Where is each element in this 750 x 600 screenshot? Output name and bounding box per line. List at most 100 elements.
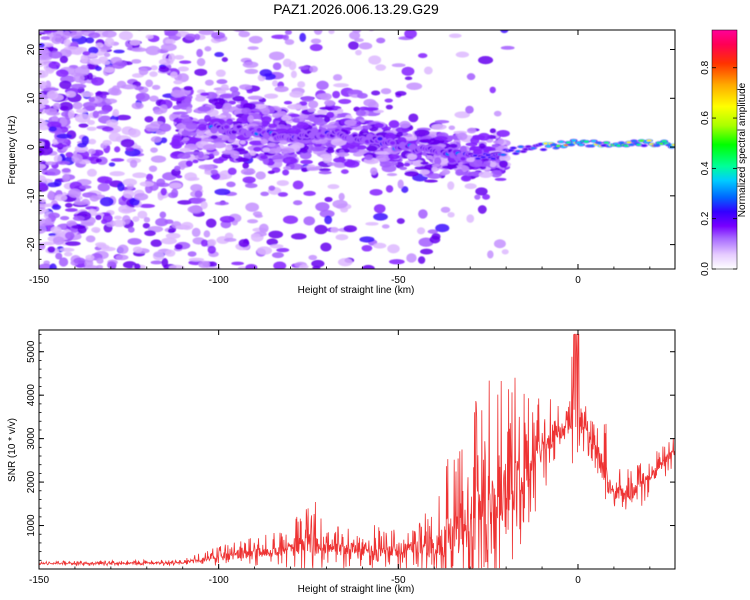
heat-blob [197, 123, 207, 131]
ridge-core [638, 139, 645, 142]
heat-blob [222, 107, 231, 114]
heat-blob [75, 46, 88, 53]
heat-blob [176, 103, 188, 108]
ridge-core [500, 153, 506, 156]
heat-blob [203, 230, 211, 238]
ridge-core [377, 136, 383, 141]
heat-blob [221, 135, 229, 141]
snr-x-axis: -150 -100 -50 0 [29, 330, 651, 586]
heat-blob [330, 138, 347, 146]
heat-blob [190, 198, 204, 205]
heat-blob [205, 218, 217, 228]
heat-blob [253, 146, 262, 152]
heat-blob [64, 231, 75, 240]
ridge-core [520, 150, 526, 153]
heat-blob [74, 113, 91, 123]
heat-blob [85, 37, 95, 44]
heat-blob [45, 161, 57, 166]
heat-blob [391, 63, 406, 68]
heat-blob [276, 146, 283, 153]
heat-blob [173, 80, 183, 85]
heat-blob [423, 66, 433, 75]
colorbar: 0.0 0.2 0.4 0.6 0.8 Normalized spectral ampl… [700, 29, 748, 276]
heat-blob [39, 148, 45, 157]
heat-blob [308, 100, 319, 109]
heat-blob [169, 182, 182, 189]
ridge-core [591, 139, 597, 143]
figure-title: PAZ1.2026.006.13.29.G29 [273, 1, 439, 17]
heat-blob [478, 56, 494, 65]
heat-blob [419, 169, 430, 175]
heat-blob [368, 30, 375, 32]
heat-blob [103, 52, 111, 58]
heat-blob [343, 225, 357, 233]
ridge-core [545, 145, 552, 148]
heat-blob [272, 80, 279, 87]
heat-blob [489, 128, 497, 134]
heat-blob [177, 153, 191, 159]
heat-blob [277, 111, 287, 117]
heat-blob [104, 98, 118, 104]
heat-blob [202, 144, 217, 151]
heat-blob [214, 52, 225, 58]
ridge-core [603, 141, 609, 144]
heat-blob [182, 137, 190, 142]
heat-blob [383, 126, 392, 130]
heat-blob [424, 179, 438, 183]
heat-blob [117, 182, 125, 192]
heat-blob [116, 80, 127, 89]
heat-blob [283, 166, 292, 171]
ridge-core [583, 140, 589, 143]
heat-blob [97, 110, 109, 115]
heat-blob [209, 118, 225, 124]
heat-blob [477, 132, 491, 141]
heat-blob [164, 219, 174, 224]
ridge-core [588, 144, 594, 148]
heat-blob [187, 251, 197, 257]
heat-blob [361, 264, 375, 269]
heat-blob [180, 114, 190, 118]
heat-blob [61, 168, 71, 173]
heat-blob [85, 254, 95, 261]
heat-blob [276, 247, 290, 253]
heat-blob [247, 46, 259, 50]
heat-blob [91, 227, 101, 233]
heat-blob [177, 200, 193, 205]
heat-blob [45, 217, 52, 226]
heat-blob [114, 215, 122, 220]
heat-blob [223, 30, 228, 31]
heat-blob [460, 175, 472, 182]
heat-blob [238, 239, 250, 248]
heat-blob [355, 49, 362, 56]
heat-blob [489, 162, 497, 168]
heat-blob [58, 101, 74, 112]
heat-blob [233, 30, 246, 32]
heat-blob [195, 135, 210, 139]
heat-blob [496, 129, 510, 138]
heat-blob [324, 196, 333, 203]
heat-blob [387, 244, 400, 254]
heat-blob [309, 65, 318, 73]
heat-blob [416, 227, 426, 235]
heat-blob [137, 210, 148, 219]
ridge-core [558, 140, 564, 143]
heat-blob [138, 67, 149, 76]
heat-blob [224, 232, 234, 240]
heat-blob [46, 168, 61, 176]
snr-frame [38, 329, 676, 570]
heat-blob [150, 260, 163, 265]
heat-blob [46, 121, 62, 129]
heat-blob [327, 184, 340, 190]
heat-blob [65, 241, 81, 246]
heat-blob [185, 33, 197, 41]
heat-blob [39, 42, 45, 48]
ridge-core [623, 144, 630, 147]
heat-blob [300, 148, 308, 154]
heat-blob [115, 254, 129, 261]
heat-blob [447, 181, 455, 190]
heat-blob [198, 30, 215, 36]
heat-blob [128, 23, 136, 29]
heat-blob [46, 90, 59, 100]
heat-blob [80, 221, 94, 227]
heat-blob [196, 48, 204, 58]
